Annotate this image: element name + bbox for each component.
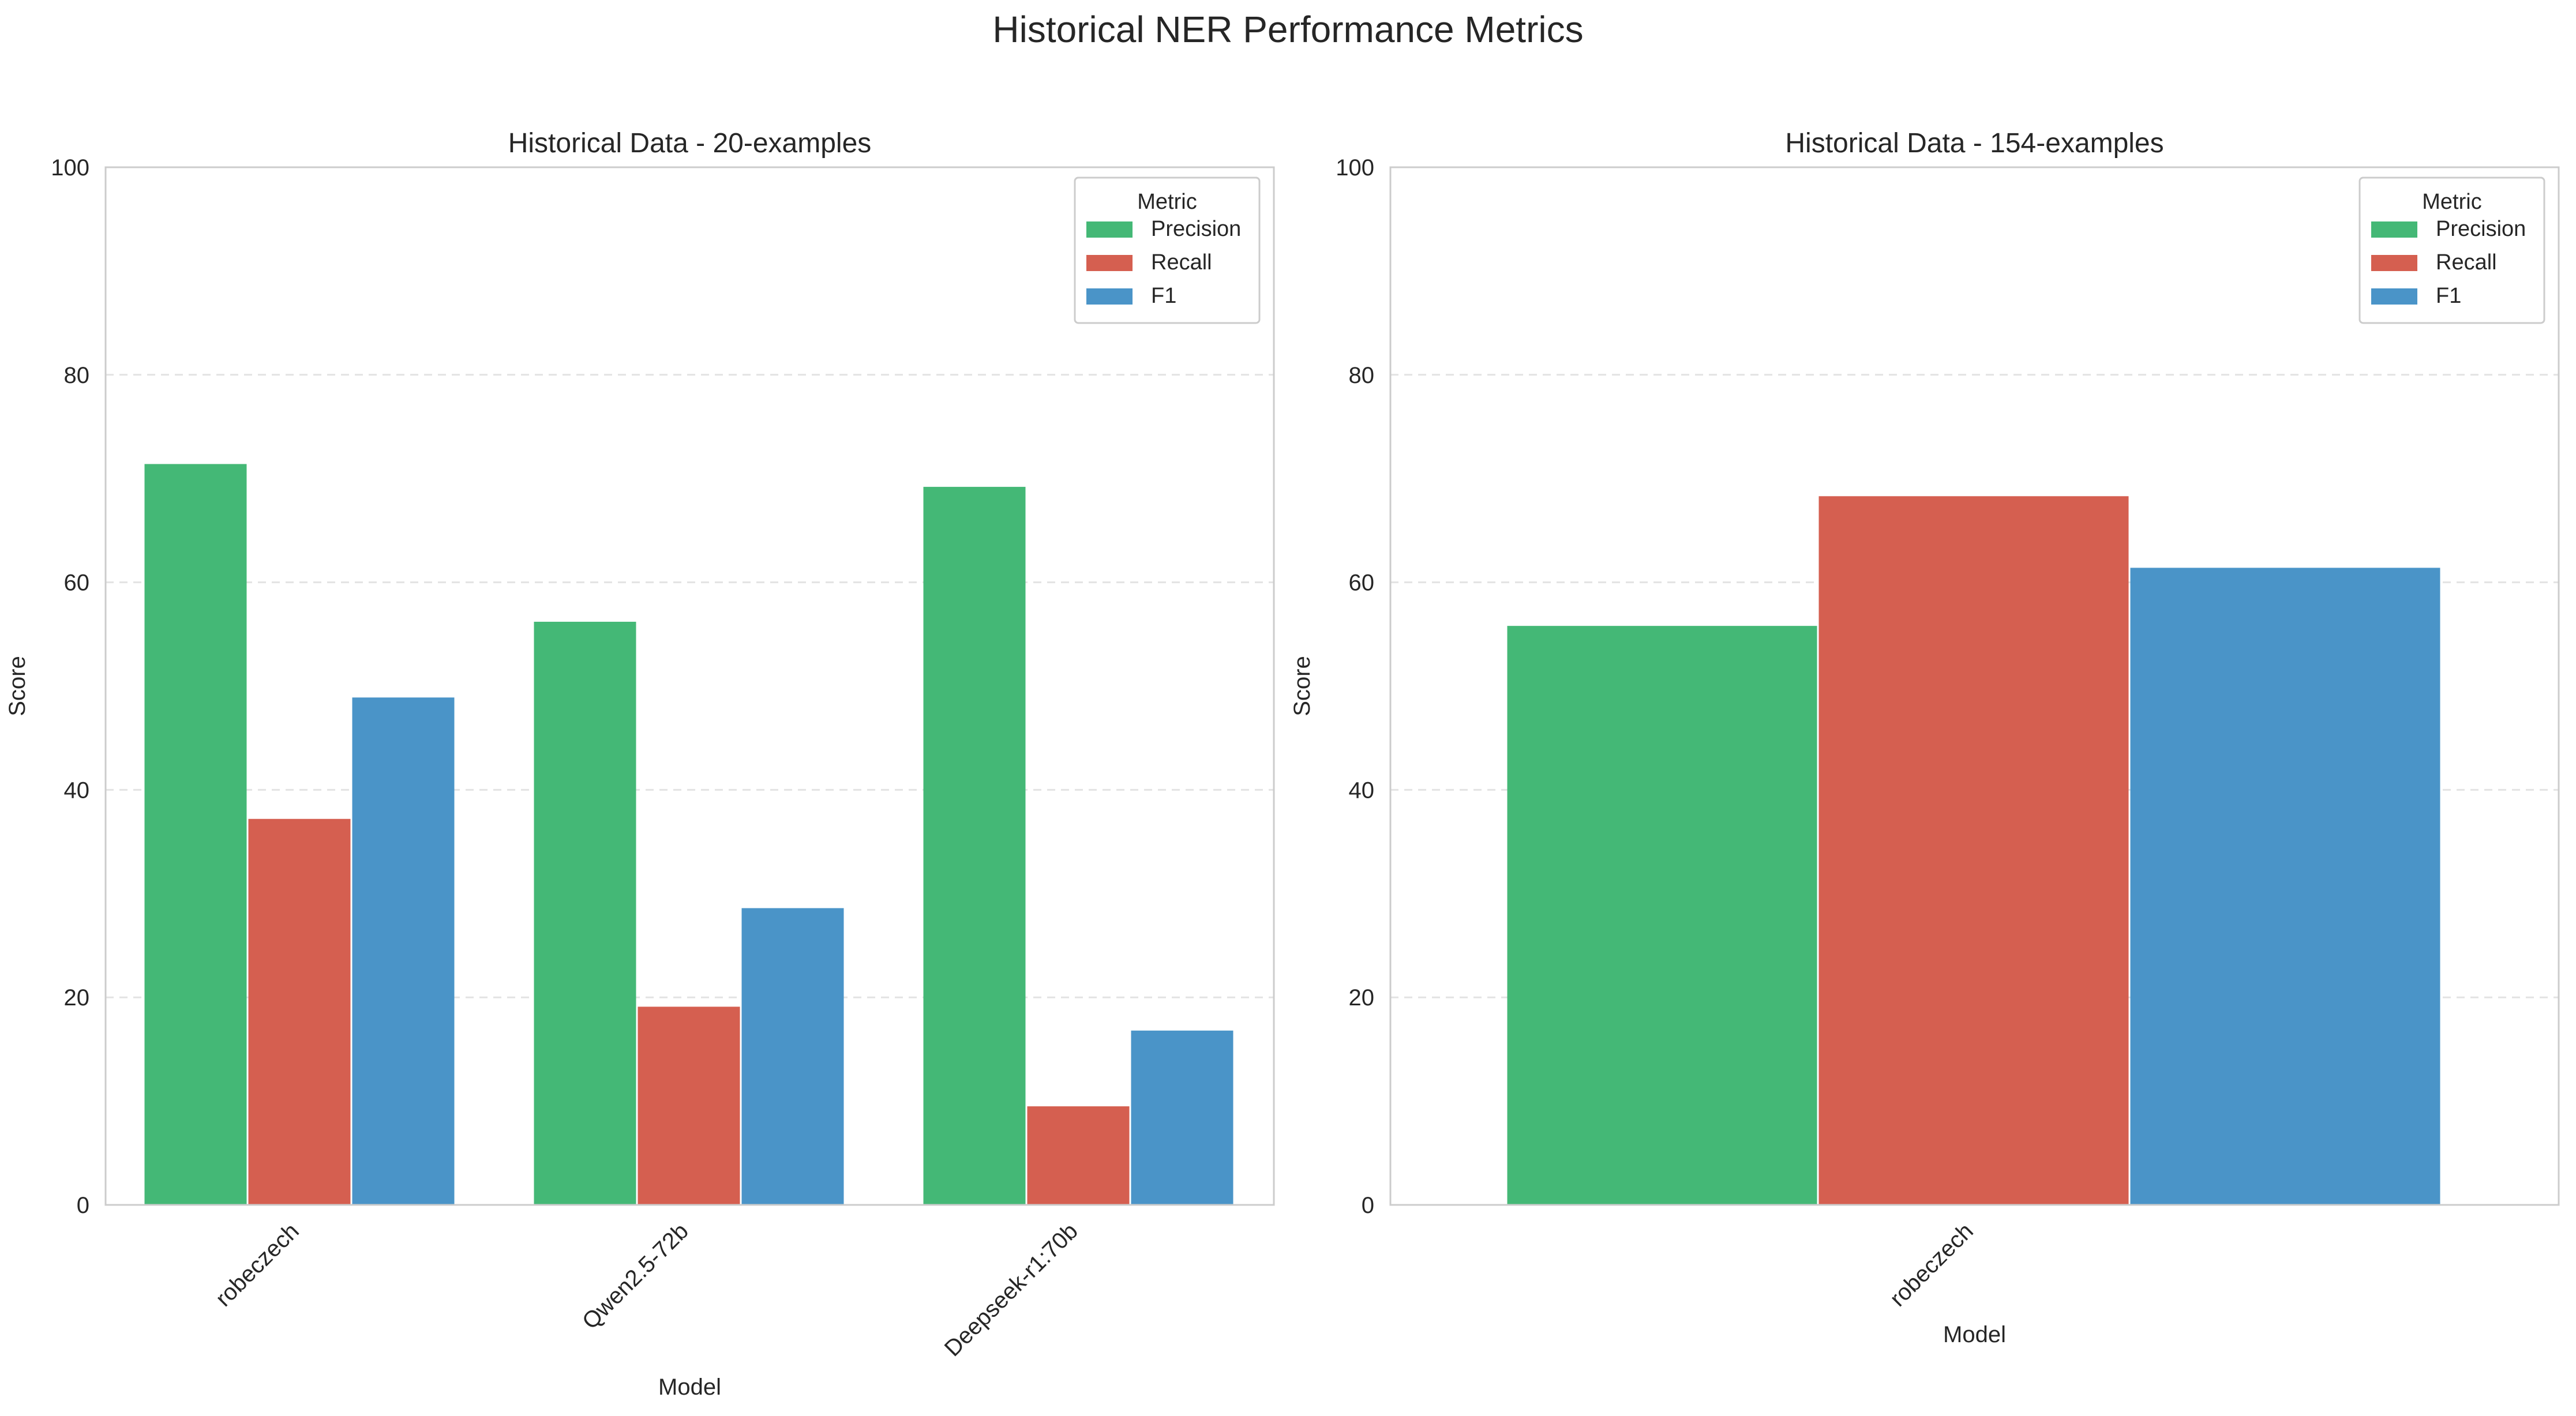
- y-tick-label: 100: [51, 155, 89, 181]
- legend-swatch-precision: [1086, 221, 1133, 238]
- y-tick-label: 0: [1362, 1193, 1374, 1218]
- x-tick-label: Deepseek-r1:70b: [940, 1218, 1083, 1361]
- y-tick-label: 40: [1349, 778, 1375, 803]
- legend-label-precision: Precision: [1151, 217, 1241, 241]
- y-tick-label: 100: [1336, 155, 1374, 181]
- bar-recall-robeczech: [1818, 496, 2129, 1205]
- x-tick-label: Qwen2.5-72b: [578, 1218, 693, 1334]
- legend-label-recall: Recall: [1151, 250, 1212, 275]
- bar-precision-qwen2-5-72b: [534, 621, 636, 1205]
- bar-f1-robeczech: [2130, 568, 2440, 1205]
- y-tick-label: 80: [64, 363, 90, 388]
- y-tick-label: 80: [1349, 363, 1375, 388]
- bar-f1-qwen2-5-72b: [741, 908, 844, 1205]
- legend-swatch-recall: [1086, 255, 1133, 271]
- legend-swatch-recall: [2371, 255, 2417, 271]
- legend-swatch-f1: [1086, 288, 1133, 305]
- y-axis-label: Score: [1289, 656, 1315, 716]
- y-tick-label: 60: [1349, 570, 1375, 596]
- y-tick-label: 20: [64, 985, 90, 1011]
- legend-swatch-precision: [2371, 221, 2417, 238]
- x-tick-label: robeczech: [1885, 1218, 1978, 1312]
- bar-recall-qwen2-5-72b: [638, 1006, 740, 1205]
- bar-precision-robeczech: [144, 464, 247, 1205]
- y-axis-label: Score: [5, 656, 30, 716]
- y-tick-label: 20: [1349, 985, 1375, 1011]
- y-tick-label: 60: [64, 570, 90, 596]
- legend-label-recall: Recall: [2436, 250, 2497, 275]
- figure-title: Historical NER Performance Metrics: [992, 9, 1584, 50]
- bar-recall-deepseek-r1-70b: [1027, 1106, 1130, 1205]
- plot-frame: [1389, 166, 2560, 1206]
- x-axis-label: Model: [658, 1374, 721, 1400]
- panel-title: Historical Data - 154-examples: [1785, 128, 2163, 159]
- legend-label-precision: Precision: [2436, 217, 2526, 241]
- legend-title: Metric: [2422, 190, 2481, 214]
- x-axis-label: Model: [1943, 1322, 2006, 1347]
- bar-recall-robeczech: [248, 818, 351, 1205]
- y-tick-label: 0: [77, 1193, 89, 1218]
- legend-label-f1: F1: [2436, 284, 2461, 308]
- legend-box: [1074, 176, 1261, 324]
- bar-f1-robeczech: [352, 697, 455, 1205]
- bar-f1-deepseek-r1-70b: [1131, 1030, 1233, 1205]
- bar-precision-deepseek-r1-70b: [923, 487, 1026, 1205]
- legend-swatch-f1: [2371, 288, 2417, 305]
- x-tick-label: robeczech: [211, 1218, 304, 1312]
- bar-precision-robeczech: [1507, 626, 1817, 1205]
- panel-title: Historical Data - 20-examples: [508, 128, 872, 159]
- legend-label-f1: F1: [1151, 284, 1176, 308]
- y-tick-label: 40: [64, 778, 90, 803]
- legend-box: [2358, 176, 2545, 324]
- plot-frame: [104, 166, 1275, 1206]
- legend-title: Metric: [1137, 190, 1197, 214]
